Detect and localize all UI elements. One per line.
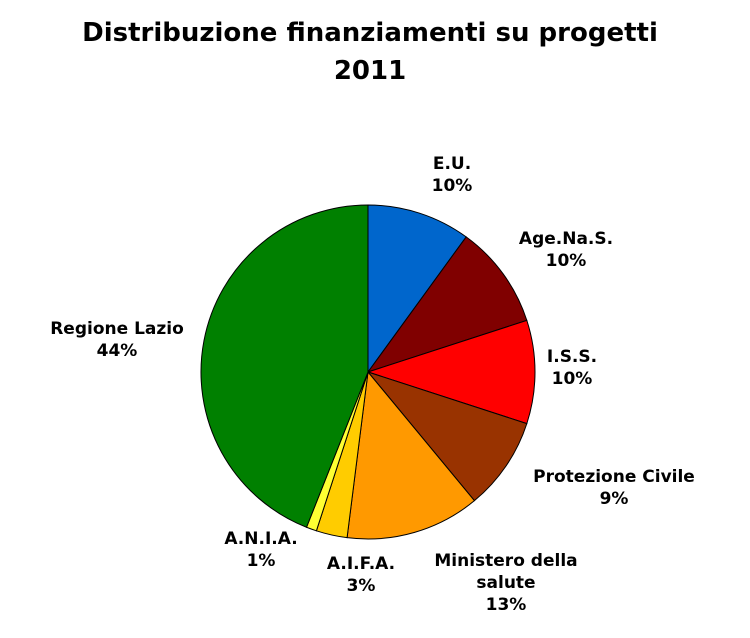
category-label: A.I.F.A. bbox=[326, 554, 396, 574]
category-label: A.N.I.A. bbox=[224, 529, 298, 549]
value-label: 10% bbox=[545, 251, 587, 271]
chart-title: Distribuzione finanziamenti su progetti bbox=[82, 18, 658, 48]
category-label: Age.Na.S. bbox=[518, 229, 614, 249]
value-label: 1% bbox=[246, 551, 276, 571]
pie-slice bbox=[366, 319, 536, 425]
pie-slice bbox=[367, 204, 467, 374]
pie-slice bbox=[366, 370, 528, 502]
slice-label: I.S.S. 10% bbox=[512, 346, 632, 390]
slice-label: Ministero della salute 13% bbox=[416, 550, 596, 616]
value-label: 44% bbox=[96, 341, 138, 361]
category-label: I.S.S. bbox=[546, 347, 598, 367]
value-label: 9% bbox=[599, 489, 629, 509]
slice-label: A.I.F.A. 3% bbox=[301, 553, 421, 597]
slice-label: E.U. 10% bbox=[392, 153, 512, 197]
category-label: Protezione Civile bbox=[533, 467, 695, 487]
slice-label: A.N.I.A. 1% bbox=[201, 528, 321, 572]
value-label: 10% bbox=[551, 369, 593, 389]
slice-label: Age.Na.S. 10% bbox=[496, 228, 636, 272]
slice-label: Protezione Civile 9% bbox=[504, 466, 724, 510]
pie-slice bbox=[200, 204, 369, 528]
category-label: Regione Lazio bbox=[50, 319, 184, 339]
category-label: E.U. bbox=[432, 154, 472, 174]
category-label: Ministero della salute bbox=[434, 551, 578, 593]
pie-slice bbox=[346, 370, 476, 540]
chart-subtitle: 2011 bbox=[333, 56, 407, 86]
value-label: 3% bbox=[346, 576, 376, 596]
pie-slice bbox=[366, 236, 528, 373]
slice-label: Regione Lazio 44% bbox=[27, 318, 207, 362]
value-label: 10% bbox=[431, 176, 473, 196]
value-label: 13% bbox=[485, 595, 527, 615]
